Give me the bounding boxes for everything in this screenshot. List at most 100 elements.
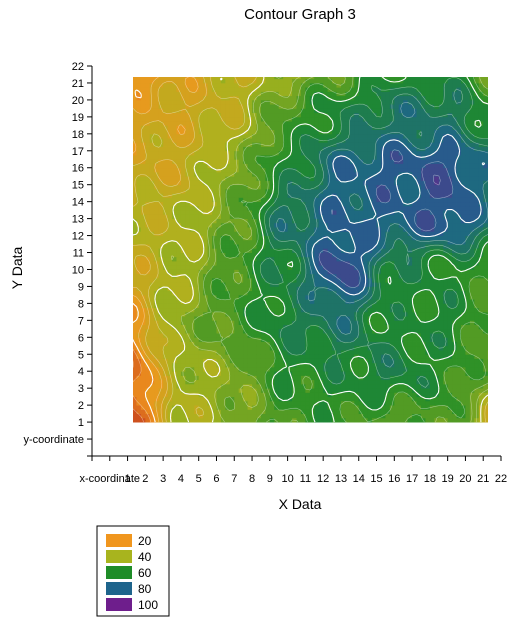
contour-cell xyxy=(133,91,137,97)
contour-cell xyxy=(172,138,177,143)
contour-cell xyxy=(300,256,306,262)
contour-cell xyxy=(243,396,248,402)
contour-cell xyxy=(145,265,151,270)
contour-cell xyxy=(252,371,257,376)
contour-cell xyxy=(167,324,173,330)
contour-cell xyxy=(189,324,195,330)
contour-cell xyxy=(212,95,217,101)
contour-cell xyxy=(336,388,342,393)
contour-cell xyxy=(212,299,217,304)
contour-cell xyxy=(318,409,324,415)
contour-cell xyxy=(332,417,337,423)
contour-cell xyxy=(349,218,355,224)
contour-cell xyxy=(158,405,164,410)
contour-cell xyxy=(234,112,240,118)
contour-cell xyxy=(327,146,333,152)
contour-cell xyxy=(176,324,182,330)
contour-cell xyxy=(158,341,164,347)
contour-cell xyxy=(189,163,195,169)
contour-cell xyxy=(154,184,160,190)
contour-cell xyxy=(358,252,364,258)
contour-cell xyxy=(265,95,271,101)
contour-cell xyxy=(163,184,168,190)
contour-cell xyxy=(176,142,182,147)
contour-cell xyxy=(158,256,164,262)
contour-cell xyxy=(385,354,391,359)
contour-cell xyxy=(220,210,226,215)
contour-cell xyxy=(269,112,275,118)
contour-cell xyxy=(247,159,253,164)
contour-cell xyxy=(278,405,284,410)
contour-cell xyxy=(389,299,395,304)
contour-cell xyxy=(154,277,160,283)
contour-cell xyxy=(154,193,160,198)
contour-cell xyxy=(278,354,284,359)
contour-cell xyxy=(314,193,320,198)
contour-cell xyxy=(358,277,364,283)
contour-cell xyxy=(128,125,133,130)
contour-cell xyxy=(180,277,186,283)
contour-cell xyxy=(145,108,151,114)
contour-cell xyxy=(180,269,186,275)
contour-cell xyxy=(380,193,386,198)
contour-cell xyxy=(376,125,382,130)
contour-cell xyxy=(189,193,195,198)
contour-cell xyxy=(207,277,213,283)
contour-cell xyxy=(133,104,137,109)
contour-cell xyxy=(128,138,133,143)
contour-cell xyxy=(376,341,382,347)
contour-cell xyxy=(340,239,346,245)
contour-cell xyxy=(269,311,275,317)
contour-cell xyxy=(367,273,373,279)
contour-cell xyxy=(256,307,262,313)
contour-cell xyxy=(363,99,369,105)
contour-cell xyxy=(216,171,222,177)
contour-cell xyxy=(158,269,164,275)
contour-cell xyxy=(220,244,226,249)
contour-cell xyxy=(314,116,320,122)
contour-cell xyxy=(234,222,240,228)
contour-cell xyxy=(208,70,213,75)
contour-cell xyxy=(172,316,177,321)
contour-cell xyxy=(380,116,386,122)
contour-cell xyxy=(203,77,208,80)
contour-cell xyxy=(194,227,200,232)
contour-cell xyxy=(310,66,315,71)
contour-cell xyxy=(296,87,302,92)
contour-cell xyxy=(349,112,355,118)
contour-cell xyxy=(167,142,173,147)
contour-cell xyxy=(133,112,137,118)
contour-cell xyxy=(305,214,311,220)
contour-cell xyxy=(136,269,142,275)
contour-cell xyxy=(372,150,377,156)
contour-cell xyxy=(194,303,200,309)
contour-cell xyxy=(163,388,168,393)
contour-cell xyxy=(203,78,208,84)
contour-cell xyxy=(380,163,386,169)
contour-cell xyxy=(145,218,151,224)
contour-cell xyxy=(189,388,195,393)
contour-cell xyxy=(376,350,382,355)
contour-cell xyxy=(238,188,244,194)
contour-cell xyxy=(154,388,160,393)
contour-cell xyxy=(296,328,302,334)
contour-cell xyxy=(149,197,155,203)
contour-cell xyxy=(363,261,369,266)
contour-cell xyxy=(229,82,235,88)
contour-cell xyxy=(163,375,168,381)
contour-cell xyxy=(296,99,302,105)
contour-cell xyxy=(140,303,146,309)
contour-cell xyxy=(216,70,221,75)
contour-cell xyxy=(194,159,200,164)
contour-cell xyxy=(252,265,257,270)
contour-cell xyxy=(128,231,133,236)
contour-cell xyxy=(318,341,324,347)
contour-cell xyxy=(385,188,391,194)
contour-cell xyxy=(300,261,306,266)
contour-cell xyxy=(367,138,373,143)
contour-cell xyxy=(225,218,231,224)
contour-cell xyxy=(172,150,177,156)
contour-cell xyxy=(261,70,266,75)
contour-cell xyxy=(380,294,386,300)
contour-cell xyxy=(327,159,333,164)
